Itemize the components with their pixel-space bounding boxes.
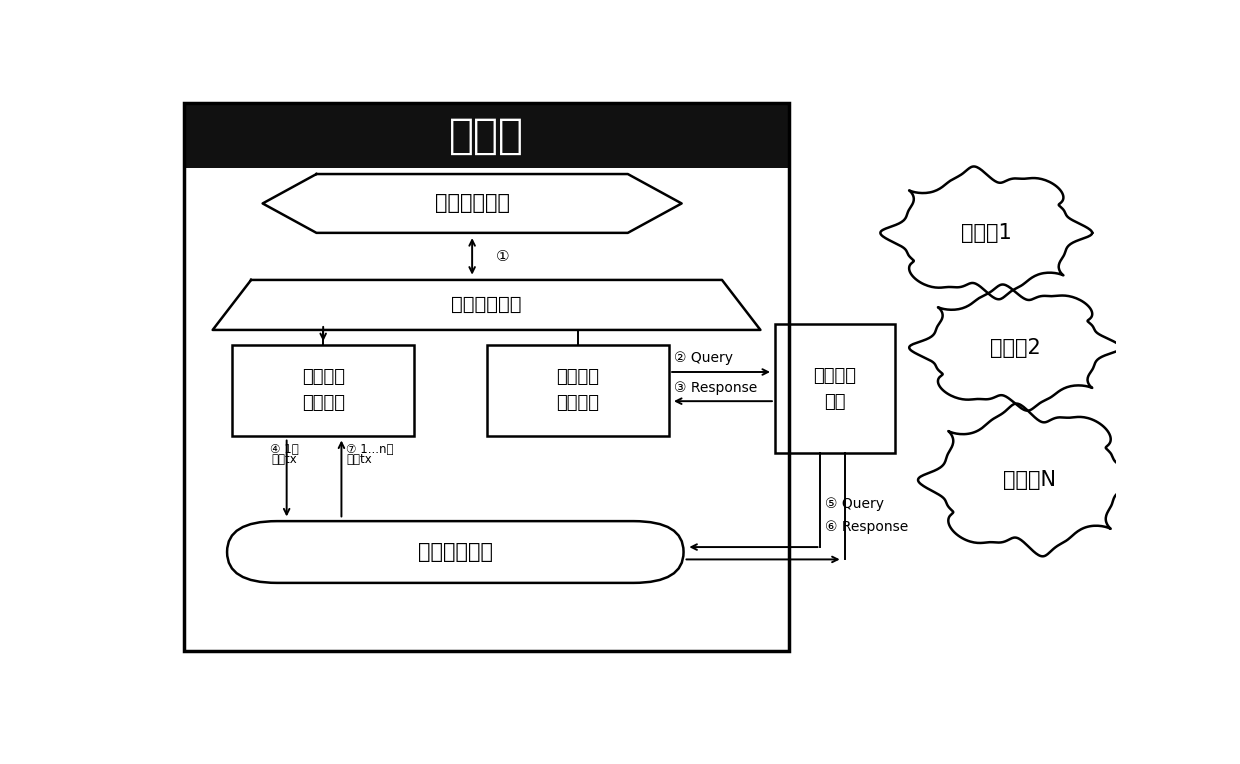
Text: 子网链2: 子网链2	[990, 338, 1040, 358]
Text: ② Query: ② Query	[675, 351, 733, 365]
Text: 负载均衡模块: 负载均衡模块	[418, 542, 492, 562]
Text: ⑤ Query: ⑤ Query	[826, 497, 884, 510]
FancyBboxPatch shape	[486, 345, 670, 435]
Text: ①: ①	[496, 249, 510, 264]
Text: ③ Response: ③ Response	[675, 381, 758, 395]
Text: 事务数据
监听模块: 事务数据 监听模块	[557, 368, 599, 413]
Text: 数据服务
模块: 数据服务 模块	[813, 367, 857, 411]
Polygon shape	[909, 284, 1121, 411]
Text: 实际tx: 实际tx	[346, 454, 372, 467]
Polygon shape	[918, 403, 1141, 556]
FancyBboxPatch shape	[227, 521, 683, 583]
Text: 账户管理模块: 账户管理模块	[435, 193, 510, 213]
Text: 事务数据
发送模块: 事务数据 发送模块	[301, 368, 345, 413]
Polygon shape	[213, 280, 760, 330]
Text: ⑦ 1...n笔: ⑦ 1...n笔	[346, 443, 394, 456]
Text: 子网链1: 子网链1	[961, 223, 1012, 243]
Polygon shape	[880, 167, 1092, 299]
FancyBboxPatch shape	[775, 324, 895, 454]
Polygon shape	[263, 174, 682, 233]
Text: 事务处理模块: 事务处理模块	[451, 296, 522, 315]
FancyBboxPatch shape	[184, 103, 789, 168]
Text: ④ 1笔: ④ 1笔	[270, 443, 299, 456]
Text: ⑥ Response: ⑥ Response	[826, 520, 909, 534]
Text: 子网链N: 子网链N	[1003, 470, 1056, 490]
FancyBboxPatch shape	[232, 345, 414, 435]
Text: 逻辑tx: 逻辑tx	[272, 454, 298, 467]
Text: 客户端: 客户端	[449, 115, 525, 157]
